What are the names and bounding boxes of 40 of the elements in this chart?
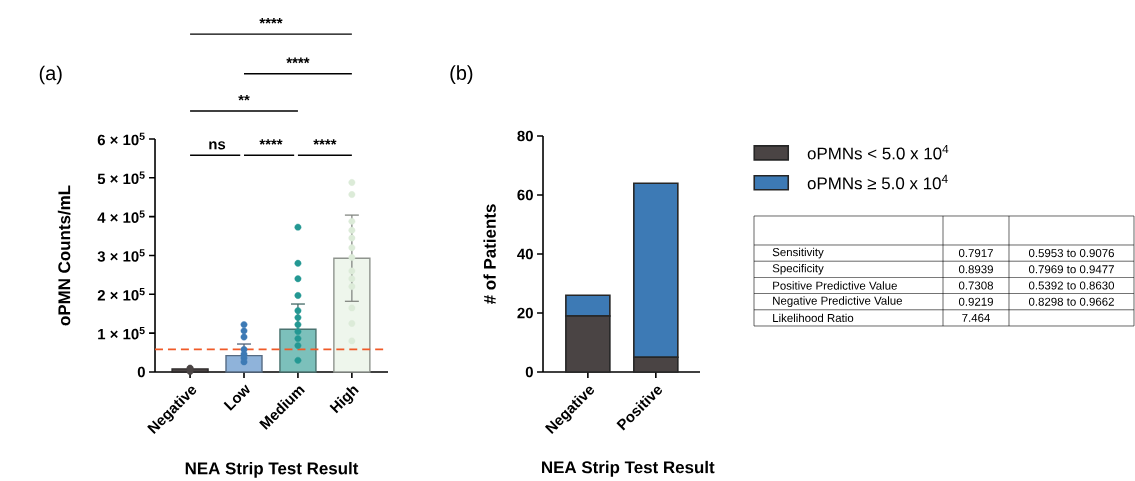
y-tick-label: 5 × 10$^{5}$ xyxy=(97,171,145,185)
legend-label: oPMNs ≥ 5.0 x 10$^{4}$ xyxy=(807,174,948,190)
legend-label: oPMNs < 5.0 x 10$^{4}$ xyxy=(807,144,949,160)
text: **** xyxy=(259,18,283,24)
text: **** xyxy=(286,57,310,64)
y-tick-label: 0 xyxy=(525,366,533,378)
text: 0.5953 to 0.9076 xyxy=(1028,249,1114,258)
y-axis-title: # of Patients xyxy=(483,204,496,305)
y-tick-label: 40 xyxy=(517,248,533,260)
y-tick-label: 80 xyxy=(517,130,533,142)
text: ** xyxy=(238,94,250,101)
y-tick-label: 0 xyxy=(137,366,145,378)
text: Sensitivity xyxy=(772,247,824,259)
y-tick-label: 2 × 10$^{5}$ xyxy=(97,288,145,301)
y-tick-label: 20 xyxy=(517,307,533,319)
y-tick-label: 4 × 10$^{5}$ xyxy=(97,210,145,223)
annotation: ns xyxy=(209,141,226,150)
x-axis-title: NEA Strip Test Result xyxy=(542,460,715,477)
text: Specificity xyxy=(772,263,824,275)
text: 0.9219 xyxy=(958,297,993,306)
text: 0.8298 to 0.9662 xyxy=(1028,297,1114,306)
y-tick-label: 1 × 10$^{5}$ xyxy=(98,326,145,340)
chart-title: (b) xyxy=(450,65,473,84)
text: 0.7969 to 0.9477 xyxy=(1028,265,1114,274)
y-tick-label: 60 xyxy=(517,189,533,201)
text: Positive Predictive Value xyxy=(773,281,897,290)
text: 7.464 xyxy=(962,313,990,322)
y-tick-label: 3 × 10$^{5}$ xyxy=(97,249,145,262)
text: 0.5392 to 0.8630 xyxy=(1028,281,1115,290)
text: 0.8939 xyxy=(958,265,993,274)
text: Likelihood Ratio xyxy=(773,313,854,323)
chart-title: (a) xyxy=(39,65,62,85)
y-axis-title: oPMN Counts/mL xyxy=(57,185,71,326)
text: 0.7917 xyxy=(958,249,993,258)
x-axis-title: NEA Strip Test Result xyxy=(185,461,359,478)
y-tick-label: 6 × 10$^{5}$ xyxy=(97,132,145,146)
text: Negative Predictive Value xyxy=(773,296,903,308)
annotation: **** xyxy=(259,139,283,145)
text: 0.7308 xyxy=(958,281,994,290)
annotation: **** xyxy=(313,139,337,145)
